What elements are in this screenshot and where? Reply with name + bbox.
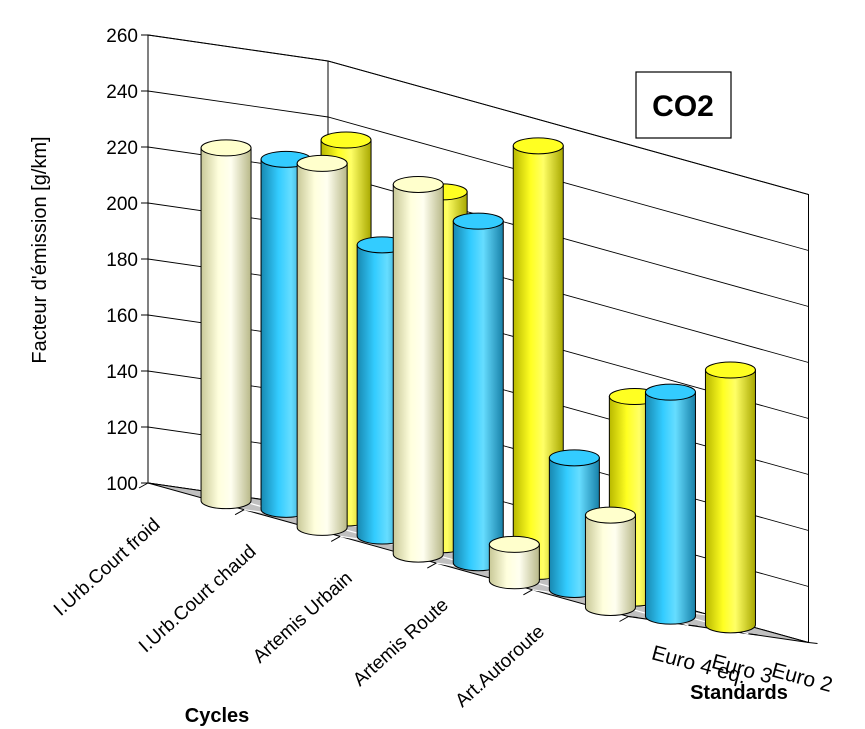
bar-euro-4-eq--0: [200, 139, 252, 510]
y-tick-label: 100: [106, 474, 138, 495]
bar-euro-3-2: [452, 212, 504, 572]
z-tick-mark: [748, 633, 758, 636]
bar-top: [320, 131, 372, 149]
bars: [200, 131, 756, 634]
category-label: I.Urb.Court froid: [50, 514, 164, 620]
bar-top: [452, 212, 504, 230]
category-label: Artemis Route: [349, 595, 453, 691]
y-tick-label: 120: [106, 418, 138, 439]
category-label: Artemis Urbain: [249, 568, 356, 668]
bar-top: [296, 154, 348, 172]
y-tick-label: 220: [106, 138, 138, 159]
z-tick-mark: [808, 642, 818, 644]
y-tick-label: 160: [106, 306, 138, 327]
bar-top: [644, 383, 696, 401]
bar-body: [452, 220, 504, 572]
bar-body: [704, 369, 756, 634]
z-axis-title: Standards: [690, 682, 788, 704]
gridline: [147, 90, 809, 251]
bar-euro-4-eq--1: [296, 154, 348, 536]
x-tick-mark: [523, 589, 533, 596]
x-tick-mark: [619, 616, 629, 622]
bar-top: [200, 139, 252, 157]
category-label: Art.Autoroute: [452, 621, 549, 712]
chart-title: CO2: [652, 90, 714, 123]
chart-title-box: CO2: [635, 71, 732, 139]
bar-body: [296, 162, 348, 536]
bar-top: [488, 535, 540, 553]
x-tick-mark: [138, 482, 149, 489]
y-tick-label: 240: [106, 82, 138, 103]
z-tick-mark: [628, 616, 638, 618]
y-axis-title: Facteur d'émission [g/km]: [29, 136, 51, 363]
bar-euro-4-eq--2: [392, 175, 444, 563]
x-tick-mark: [330, 535, 341, 542]
x-tick-mark: [427, 562, 437, 569]
bar-body: [644, 391, 696, 625]
bar-euro-4-eq--4: [584, 506, 636, 616]
bar-body: [584, 514, 636, 616]
bar-body: [392, 183, 444, 563]
y-tick-label: 260: [106, 26, 138, 47]
z-tick-mark: [688, 624, 698, 627]
bar-top: [512, 137, 564, 155]
bar-body: [488, 543, 540, 590]
category-label: I.Urb.Court chaud: [135, 541, 261, 657]
bar-top: [548, 449, 600, 467]
gridline: [147, 34, 809, 195]
x-tick-mark: [234, 509, 245, 516]
x-axis-title: Cycles: [185, 705, 250, 727]
bar-body: [200, 147, 252, 510]
bar-top: [704, 361, 756, 379]
bar-top: [392, 175, 444, 193]
y-tick-label: 140: [106, 362, 138, 383]
y-tick-label: 180: [106, 250, 138, 271]
bar-top: [584, 506, 636, 524]
y-tick-label: 200: [106, 194, 138, 215]
bar-euro-2-4: [704, 361, 756, 634]
bar-euro-4-eq--3: [488, 535, 540, 590]
y-axis-ticks: 100 120 140 160 180 200 220 240 260: [106, 26, 818, 644]
bar-euro-3-4: [644, 383, 696, 625]
